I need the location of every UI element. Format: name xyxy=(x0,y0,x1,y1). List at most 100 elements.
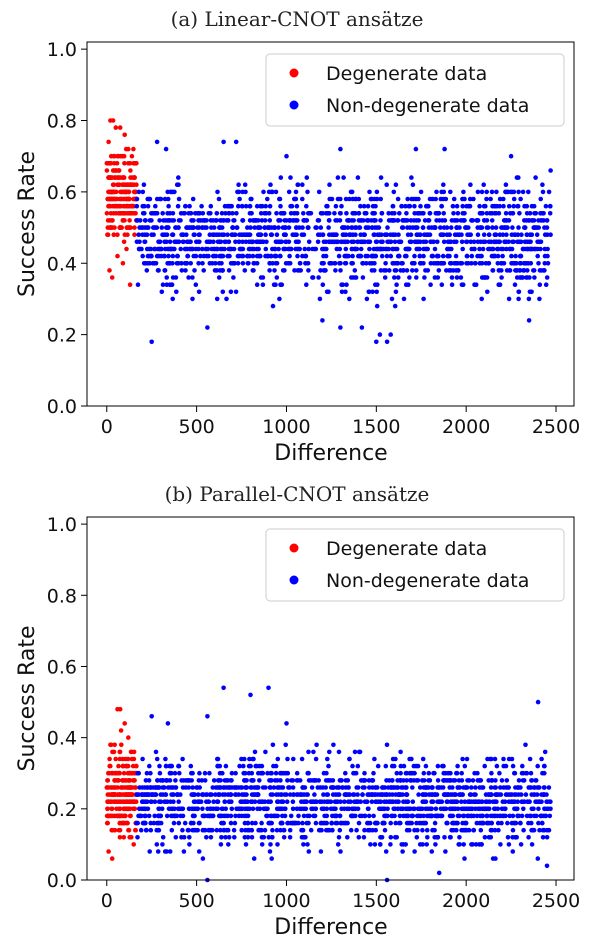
data-point xyxy=(461,806,466,812)
data-point xyxy=(104,168,110,173)
data-point xyxy=(161,785,167,790)
data-point xyxy=(154,842,160,847)
data-point xyxy=(206,827,211,833)
data-point xyxy=(145,203,151,209)
data-point xyxy=(144,785,149,790)
data-point xyxy=(362,785,367,790)
data-point xyxy=(516,225,521,230)
data-point xyxy=(156,268,161,273)
data-point xyxy=(133,189,138,195)
data-point xyxy=(364,296,370,302)
x-axis-ticks: 0 500 1000 1500 2000 2500 xyxy=(101,406,580,438)
series-degenerate xyxy=(104,118,139,288)
data-point xyxy=(247,211,253,216)
data-point xyxy=(421,246,427,252)
data-point xyxy=(192,268,197,273)
data-point xyxy=(167,778,173,783)
data-point xyxy=(377,792,383,797)
data-point xyxy=(153,749,159,755)
data-point xyxy=(459,778,465,783)
data-point xyxy=(206,799,212,804)
data-point xyxy=(148,785,153,790)
data-point xyxy=(517,275,523,280)
data-point xyxy=(383,268,389,273)
data-point xyxy=(388,835,394,840)
x-axis-ticks: 0 500 1000 1500 2000 2500 xyxy=(101,880,580,912)
data-point xyxy=(238,246,243,252)
data-point xyxy=(339,203,344,209)
data-point xyxy=(245,813,251,819)
data-point xyxy=(368,842,373,847)
data-point xyxy=(406,246,412,252)
data-point xyxy=(163,763,169,769)
data-point xyxy=(266,685,271,691)
data-point xyxy=(371,211,376,216)
data-point xyxy=(484,189,490,195)
data-point xyxy=(428,792,434,797)
data-point xyxy=(160,842,165,847)
data-point xyxy=(429,785,435,790)
data-point xyxy=(416,196,421,202)
data-point xyxy=(496,827,501,833)
data-point xyxy=(324,827,329,833)
data-point xyxy=(361,835,367,840)
data-point xyxy=(389,763,395,769)
data-point xyxy=(179,778,184,783)
x-tick-label: 500 xyxy=(178,890,214,912)
data-point xyxy=(269,820,275,826)
data-point xyxy=(335,792,341,797)
data-point xyxy=(364,218,370,223)
data-point xyxy=(526,820,531,826)
data-point xyxy=(160,835,166,840)
data-point xyxy=(404,792,409,797)
data-point xyxy=(475,232,481,237)
data-point xyxy=(339,806,344,812)
data-point xyxy=(504,189,510,195)
data-point xyxy=(233,813,238,819)
data-point xyxy=(540,182,545,187)
data-point xyxy=(257,253,263,259)
data-point xyxy=(265,770,270,776)
data-point xyxy=(481,182,487,187)
data-point xyxy=(510,211,516,216)
data-point xyxy=(326,211,332,216)
data-point xyxy=(310,275,316,280)
data-point xyxy=(229,778,234,783)
data-point xyxy=(123,820,129,826)
y-tick-label: 0.8 xyxy=(47,111,77,133)
data-point xyxy=(314,742,319,748)
data-point xyxy=(183,246,189,252)
data-point xyxy=(445,770,451,776)
data-point xyxy=(136,189,142,195)
data-point xyxy=(110,203,116,209)
data-point xyxy=(390,799,396,804)
data-point xyxy=(237,232,242,237)
data-point xyxy=(323,268,328,273)
data-point xyxy=(116,182,122,187)
data-point xyxy=(338,778,344,783)
data-point xyxy=(115,799,120,804)
data-point xyxy=(380,239,385,245)
data-point xyxy=(273,763,279,769)
data-point xyxy=(388,232,393,237)
data-point xyxy=(108,196,113,202)
data-point xyxy=(109,189,114,195)
data-point xyxy=(522,225,528,230)
data-point xyxy=(108,799,113,804)
data-point xyxy=(307,211,313,216)
data-point xyxy=(156,253,162,259)
data-point xyxy=(210,785,216,790)
data-point xyxy=(216,232,222,237)
data-point xyxy=(286,246,292,252)
data-point xyxy=(221,139,226,145)
data-point xyxy=(143,827,149,833)
data-point xyxy=(186,275,191,280)
data-point xyxy=(131,842,136,847)
data-point xyxy=(496,211,502,216)
data-point xyxy=(522,218,527,223)
data-point xyxy=(200,261,205,266)
data-point xyxy=(513,253,518,259)
x-tick-label: 0 xyxy=(101,890,113,912)
data-point xyxy=(176,175,181,180)
